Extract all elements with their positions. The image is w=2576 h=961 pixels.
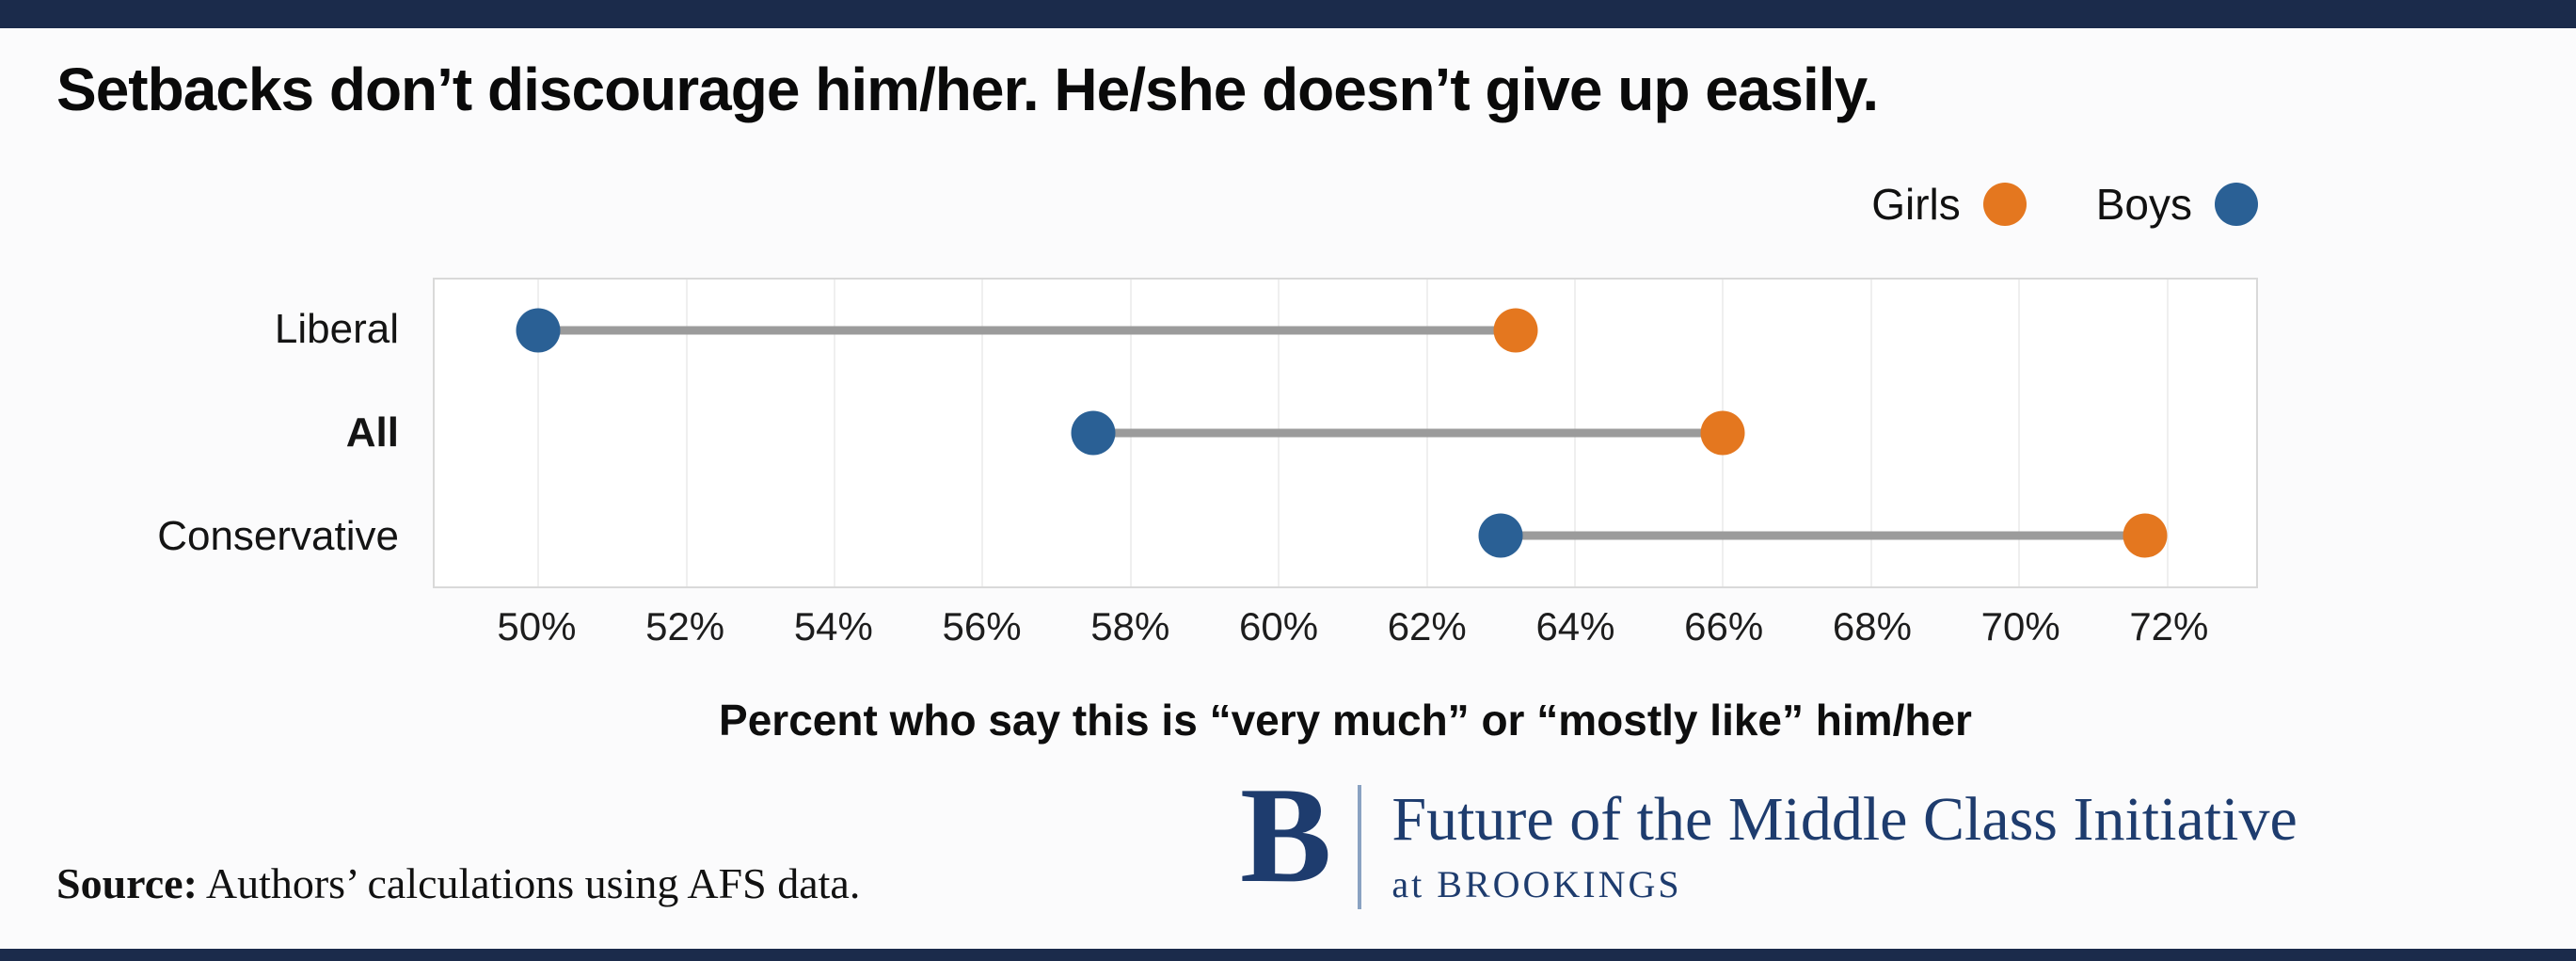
grid-line — [537, 280, 540, 586]
tick-label: 50% — [497, 604, 577, 649]
x-axis-label: Percent who say this is “very much” or “… — [719, 696, 1972, 745]
source-note: Source: Authors’ calculations using AFS … — [56, 858, 860, 908]
girls-dot — [1493, 308, 1538, 353]
grid-line — [981, 280, 984, 586]
tick-label: 60% — [1238, 604, 1319, 649]
legend-boys-label: Boys — [2095, 180, 2192, 229]
grid-line — [2166, 280, 2169, 586]
legend-girls-label: Girls — [1871, 180, 1961, 229]
logo-at-brookings: at BROOKINGS — [1391, 863, 1682, 905]
category-label: Liberal — [274, 306, 399, 352]
category-label: Conservative — [157, 513, 399, 559]
grid-line — [2018, 280, 2021, 586]
tick-label: 66% — [1684, 604, 1764, 649]
source-label: Source: — [56, 859, 198, 907]
tick-label: 52% — [645, 604, 725, 649]
legend-girls-dot — [1982, 183, 2027, 226]
grid-line — [1869, 280, 1872, 586]
tick-label: 70% — [1980, 604, 2060, 649]
tick-label: 72% — [2129, 604, 2209, 649]
tick-label: 62% — [1387, 604, 1467, 649]
bottom-navy-bar — [0, 949, 2576, 961]
tick-label: 64% — [1535, 604, 1615, 649]
connector-line — [1093, 428, 1724, 438]
girls-dot — [2123, 513, 2168, 558]
grid-line — [833, 280, 835, 586]
chart-title: Setbacks don’t discourage him/her. He/sh… — [56, 56, 1879, 123]
tick-label: 68% — [1832, 604, 1912, 649]
category-labels: Liberal All Conservative — [0, 278, 399, 588]
connector-line — [1501, 531, 2145, 540]
tick-label: 58% — [1090, 604, 1170, 649]
logo-separator — [1358, 785, 1362, 909]
tick-label: 54% — [793, 604, 873, 649]
tick-label: 56% — [942, 604, 1022, 649]
logo-initiative-name: Future of the Middle Class Initiative — [1391, 785, 2298, 854]
source-text: Authors’ calculations using AFS data. — [197, 859, 861, 907]
boys-dot — [1478, 513, 1523, 558]
legend-boys-dot — [2215, 183, 2258, 226]
x-axis-ticks: 50% 52% 54% 56% 58% 60% 62% 64% 66% 68% 70% 72% — [433, 604, 2258, 661]
plot-area — [433, 278, 2258, 588]
grid-line — [685, 280, 688, 586]
boys-dot — [1071, 410, 1116, 456]
girls-dot — [1700, 410, 1745, 456]
connector-line — [538, 326, 1516, 335]
brookings-logo-letter: B — [1240, 759, 1332, 911]
boys-dot — [516, 308, 561, 353]
logo-text: Future of the Middle Class Initiative at… — [1391, 789, 2297, 906]
legend: Girls Boys — [1871, 179, 2258, 230]
brookings-logo: B Future of the Middle Class Initiative … — [1240, 759, 2298, 911]
top-navy-bar — [0, 0, 2576, 28]
category-label: All — [345, 409, 399, 456]
